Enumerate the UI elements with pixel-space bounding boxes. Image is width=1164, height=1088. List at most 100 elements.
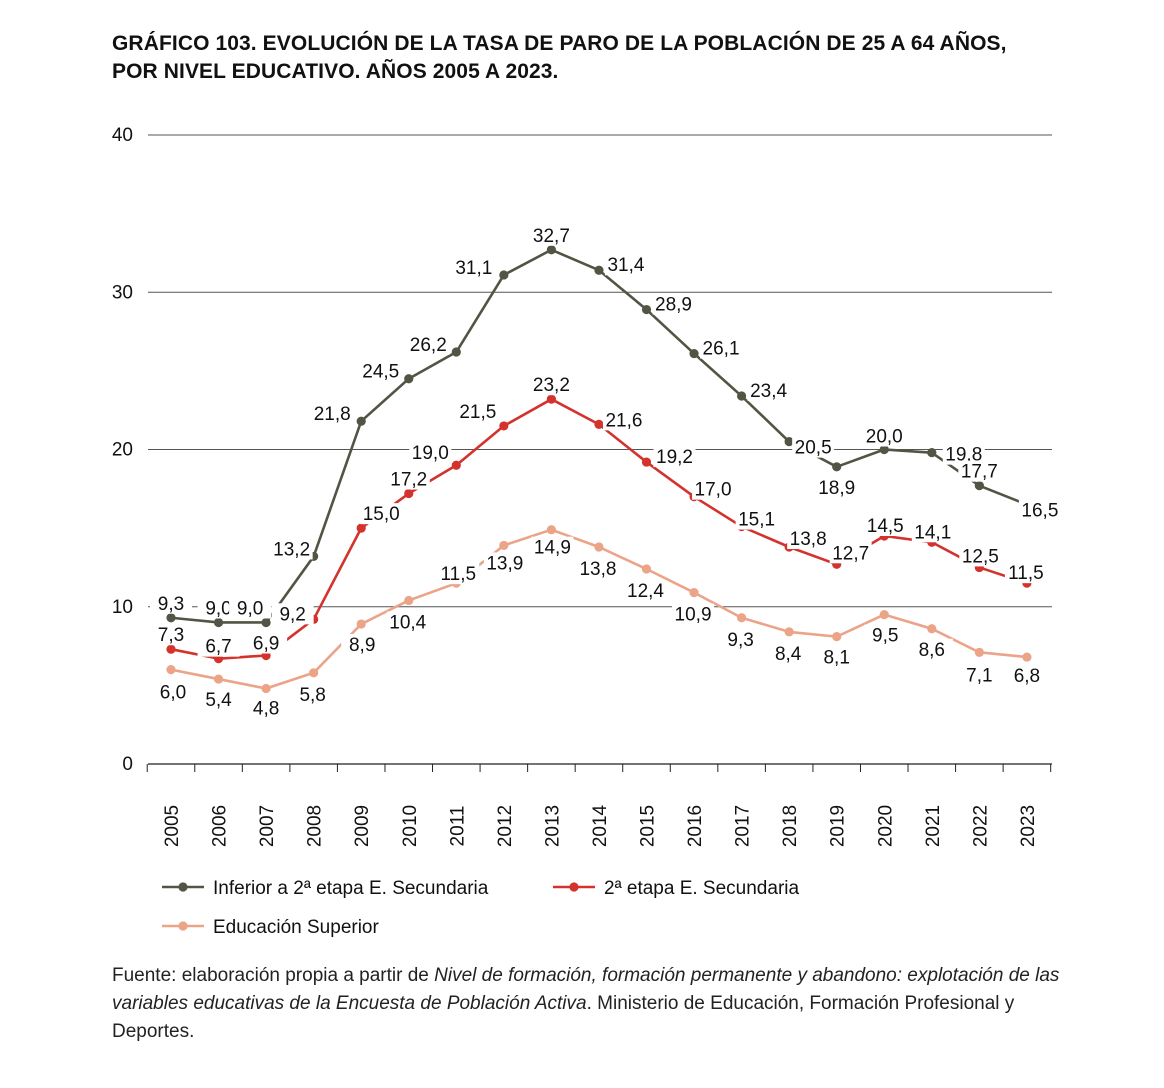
data-label: 4,8 — [253, 699, 279, 720]
data-label: 19,2 — [656, 447, 693, 468]
data-label: 11,5 — [441, 564, 477, 585]
data-label: 17,7 — [961, 462, 998, 483]
data-point — [356, 523, 366, 533]
x-tick-label: 2012 — [495, 805, 516, 847]
x-tick-label: 2009 — [352, 805, 373, 847]
data-label-bg — [245, 632, 288, 654]
data-label-bg — [864, 624, 907, 646]
data-point — [784, 627, 794, 637]
data-label-bg — [700, 337, 743, 359]
data-point — [737, 613, 747, 623]
data-point — [546, 525, 557, 535]
data-label: 16,5 — [1021, 501, 1058, 522]
data-label: 6,8 — [1014, 666, 1040, 687]
data-point — [356, 619, 366, 629]
data-label: 21,6 — [605, 410, 642, 431]
data-label-bg — [197, 689, 240, 711]
y-tick-label: 40 — [112, 125, 133, 146]
data-label: 15,1 — [738, 510, 775, 531]
data-point — [546, 245, 557, 255]
data-label: 15,0 — [363, 504, 400, 525]
data-point — [927, 624, 937, 634]
data-point — [689, 587, 699, 598]
data-label-bg — [576, 557, 619, 579]
data-label-bg — [911, 521, 954, 543]
data-label: 31,4 — [607, 255, 644, 276]
data-label: 10,9 — [675, 605, 712, 626]
data-label-bg — [1018, 499, 1061, 521]
data-label: 14,9 — [534, 538, 571, 559]
data-label: 10,4 — [389, 612, 426, 633]
data-point — [309, 668, 319, 678]
data-label-bg — [152, 681, 194, 703]
data-label: 17,2 — [390, 470, 427, 491]
data-label-bg — [245, 697, 288, 719]
data-label: 9,3 — [158, 594, 184, 615]
data-label-bg — [692, 478, 735, 500]
data-label-bg — [531, 536, 574, 558]
legend-swatch-marker — [569, 882, 579, 892]
data-label: 21,5 — [459, 402, 496, 423]
data-label-bg — [150, 592, 192, 614]
source-suffix: . Ministerio de Educación, Formación Pro… — [112, 993, 1015, 1042]
data-label: 12,4 — [627, 581, 664, 602]
data-label: 12,7 — [832, 543, 869, 564]
data-label-bg — [1005, 665, 1048, 687]
y-tick-label: 20 — [112, 440, 133, 461]
data-point — [689, 348, 699, 359]
data-point — [594, 419, 604, 429]
chart-title-line-2: POR NIVEL EDUCATIVO. AÑOS 2005 A 2023. — [112, 60, 559, 83]
data-point — [594, 542, 604, 552]
x-tick-label: 2015 — [638, 805, 659, 847]
data-point — [974, 647, 984, 657]
x-tick-label: 2007 — [257, 805, 278, 847]
y-tick-label: 0 — [122, 754, 133, 775]
data-label: 5,4 — [205, 690, 232, 711]
data-point — [451, 347, 461, 357]
data-label: 23,4 — [750, 381, 787, 402]
data-label-bg — [792, 436, 835, 458]
data-label-bg — [735, 508, 778, 530]
data-label-bg — [959, 545, 1002, 567]
data-label-bg — [910, 638, 953, 660]
data-point — [166, 665, 176, 675]
data-label-bg — [767, 642, 810, 664]
source-title: Nivel de formación, formación permanente… — [112, 965, 1060, 1014]
data-label-bg — [271, 603, 314, 625]
x-tick-label: 2006 — [210, 805, 231, 847]
data-label-bg — [387, 468, 430, 490]
data-point — [356, 416, 366, 426]
x-tick-label: 2020 — [875, 805, 896, 847]
data-label-bg — [341, 634, 384, 656]
data-label-bg — [652, 293, 695, 315]
data-label: 18,9 — [818, 478, 855, 499]
gridlines — [148, 134, 1052, 765]
data-label-bg — [229, 597, 272, 619]
data-label-bg — [386, 611, 429, 633]
x-tick-label: 2013 — [542, 805, 563, 847]
data-point — [213, 617, 224, 628]
data-point — [404, 595, 414, 606]
legend-swatch-marker — [178, 882, 188, 892]
data-point — [451, 460, 461, 470]
data-point — [927, 448, 937, 458]
data-label: 13,8 — [790, 529, 827, 550]
data-point — [879, 444, 889, 455]
data-label: 32,7 — [533, 226, 570, 247]
data-label-bg — [958, 664, 1001, 686]
data-label: 9,0 — [237, 598, 263, 619]
y-tick-label: 30 — [112, 282, 133, 303]
data-label: 6,0 — [160, 683, 186, 704]
data-label: 20,0 — [866, 427, 903, 448]
data-label-bg — [747, 380, 790, 402]
data-point — [737, 391, 747, 401]
data-label: 6,7 — [205, 637, 231, 658]
data-label-bg — [942, 443, 985, 465]
data-label-bg — [150, 624, 192, 646]
data-point — [784, 437, 794, 447]
data-label: 8,9 — [349, 635, 375, 656]
data-label-bg — [719, 628, 762, 650]
data-label-bg — [1004, 562, 1047, 584]
data-point — [261, 617, 271, 628]
